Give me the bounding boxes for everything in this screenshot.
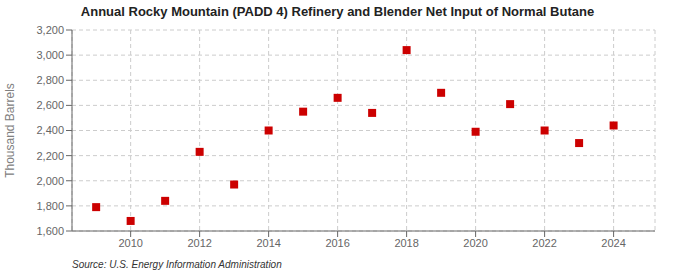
- svg-text:2022: 2022: [532, 237, 556, 249]
- html-text:Annual Rocky Mountain (PADD 4): Annual Rocky Mountain (PADD 4) Refinery …: [80, 4, 595, 19]
- svg-text:2,200: 2,200: [36, 150, 64, 162]
- svg-text:2,400: 2,400: [36, 124, 64, 136]
- html-text:Source: U.S. Energy Informatio: Source: U.S. Energy Information Administ…: [72, 259, 282, 270]
- svg-text:Thousand Barrels: Thousand Barrels: [8, 83, 17, 178]
- svg-text:2,800: 2,800: [36, 74, 64, 86]
- svg-text:2018: 2018: [394, 237, 418, 249]
- svg-text:2016: 2016: [325, 237, 349, 249]
- svg-text:2020: 2020: [463, 237, 487, 249]
- svg-text:2012: 2012: [187, 237, 211, 249]
- svg-text:2014: 2014: [256, 237, 280, 249]
- svg-text:3,000: 3,000: [36, 49, 64, 61]
- svg-text:2,600: 2,600: [36, 99, 64, 111]
- svg-text:1,600: 1,600: [36, 225, 64, 237]
- svg-text:2,000: 2,000: [36, 175, 64, 187]
- svg-text:2024: 2024: [601, 237, 625, 249]
- svg-text:2010: 2010: [118, 237, 142, 249]
- svg-text:1,800: 1,800: [36, 200, 64, 212]
- svg-text:3,200: 3,200: [36, 24, 64, 36]
